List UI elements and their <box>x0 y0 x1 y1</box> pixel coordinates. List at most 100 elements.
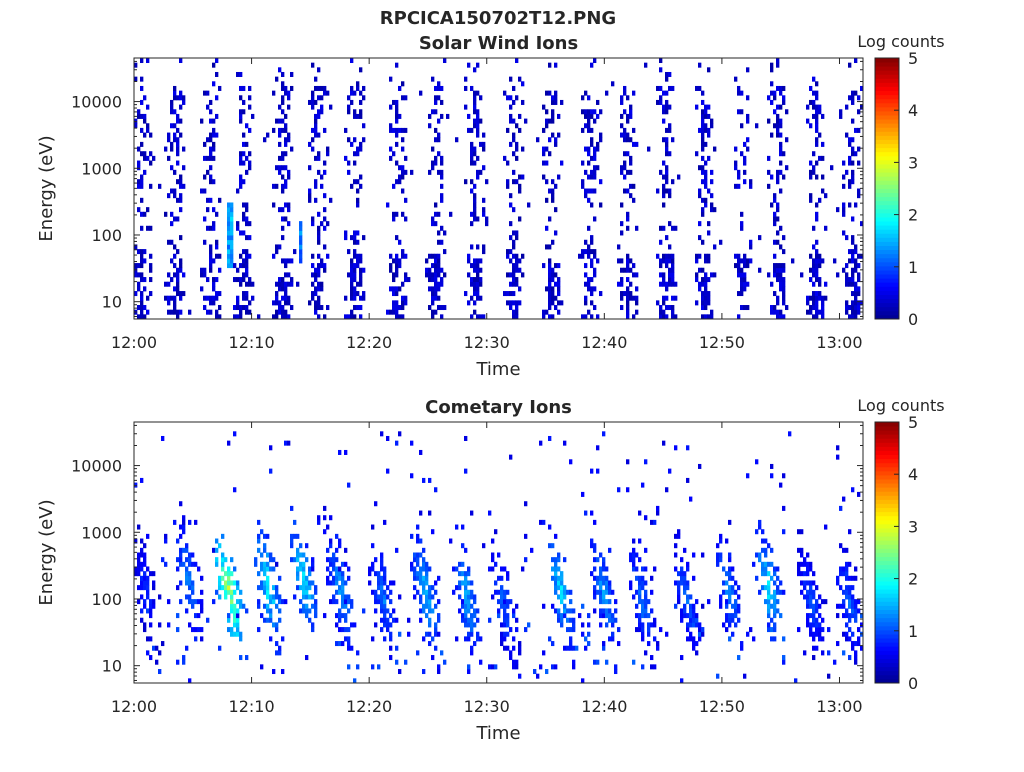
spectrogram-cell <box>659 309 663 315</box>
spectrogram-cell <box>167 193 171 199</box>
x-tick-label: 13:00 <box>816 333 862 352</box>
spectrogram-cell <box>404 300 408 306</box>
spectrogram-cell <box>641 566 645 572</box>
spectrogram-cell <box>473 193 477 199</box>
spectrogram-cell <box>542 263 546 269</box>
spectrogram-cell <box>137 207 141 213</box>
spectrogram-cell <box>698 221 702 227</box>
spectrogram-cell <box>188 561 192 567</box>
spectrogram-cell <box>815 137 819 143</box>
spectrogram-cell <box>302 589 306 595</box>
spectrogram-cell <box>719 552 723 558</box>
spectrogram-cell <box>395 659 399 665</box>
spectrogram-cell <box>854 151 858 157</box>
spectrogram-cell <box>458 571 462 577</box>
spectrogram-cell <box>776 174 780 180</box>
spectrogram-cell <box>662 295 666 301</box>
spectrogram-cell <box>833 659 837 665</box>
spectrogram-cell <box>581 678 585 684</box>
spectrogram-cell <box>557 585 561 591</box>
spectrogram-cell <box>434 281 438 287</box>
spectrogram-cell <box>632 594 636 600</box>
spectrogram-cell <box>779 85 783 91</box>
spectrogram-cell <box>428 599 432 605</box>
spectrogram-cell <box>554 90 558 96</box>
spectrogram-cell <box>137 561 141 567</box>
spectrogram-cell <box>458 585 462 591</box>
spectrogram-cell <box>704 295 708 301</box>
spectrogram-cell <box>590 169 594 175</box>
spectrogram-cell <box>701 211 705 217</box>
spectrogram-cell <box>770 62 774 68</box>
spectrogram-cell <box>626 277 630 283</box>
spectrogram-cell <box>518 113 522 119</box>
spectrogram-cell <box>440 85 444 91</box>
spectrogram-cell <box>581 109 585 115</box>
spectrogram-cell <box>767 608 771 614</box>
spectrogram-cell <box>629 258 633 264</box>
spectrogram-cell <box>746 137 750 143</box>
spectrogram-cell <box>710 169 714 175</box>
spectrogram-cell <box>263 561 267 567</box>
spectrogram-cell <box>311 99 315 105</box>
colorbar-segment <box>875 540 899 545</box>
spectrogram-cell <box>770 305 774 311</box>
spectrogram-cell <box>701 146 705 152</box>
spectrogram-cell <box>620 305 624 311</box>
spectrogram-cell <box>395 62 399 68</box>
spectrogram-cell <box>509 281 513 287</box>
colorbar-segment <box>875 434 899 439</box>
spectrogram-cell <box>821 314 825 320</box>
spectrogram-cell <box>302 603 306 609</box>
spectrogram-cell <box>461 524 465 530</box>
spectrogram-cell <box>317 286 321 292</box>
spectrogram-cell <box>203 267 207 273</box>
spectrogram-cell <box>371 561 375 567</box>
colorbar-segment <box>875 119 899 124</box>
spectrogram-cell <box>431 286 435 292</box>
spectrogram-cell <box>431 272 435 278</box>
spectrogram-cell <box>239 95 243 101</box>
spectrogram-cell <box>572 664 576 670</box>
spectrogram-cell <box>635 603 639 609</box>
spectrogram-cell <box>647 622 651 628</box>
spectrogram-cell <box>836 575 840 581</box>
spectrogram-cell <box>176 151 180 157</box>
spectrogram-cell <box>677 585 681 591</box>
spectrogram-cell <box>815 95 819 101</box>
spectrogram-cell <box>761 529 765 535</box>
spectrogram-cell <box>665 151 669 157</box>
spectrogram-cell <box>671 253 675 259</box>
spectrogram-cell <box>590 300 594 306</box>
spectrogram-cell <box>218 594 222 600</box>
spectrogram-cell <box>239 71 243 77</box>
spectrogram-cell <box>548 272 552 278</box>
spectrogram-cell <box>812 580 816 586</box>
spectrogram-cell <box>851 575 855 581</box>
spectrogram-cell <box>515 253 519 259</box>
spectrogram-cell <box>143 585 147 591</box>
spectrogram-cell <box>548 636 552 642</box>
spectrogram-cell <box>587 244 591 250</box>
spectrogram-cell <box>242 141 246 147</box>
spectrogram-cell <box>467 113 471 119</box>
y-tick-label: 1000 <box>81 159 122 178</box>
spectrogram-cell <box>164 211 168 217</box>
spectrogram-cell <box>548 267 552 273</box>
colorbar-segment <box>875 458 899 464</box>
spectrogram-cell <box>587 309 591 315</box>
spectrogram-cell <box>416 533 420 539</box>
spectrogram-cell <box>287 314 291 320</box>
spectrogram-cell <box>848 160 852 166</box>
spectrogram-cell <box>638 622 642 628</box>
spectrogram-cell <box>233 617 237 623</box>
spectrogram-cell <box>299 599 303 605</box>
spectrogram-cell <box>284 281 288 287</box>
spectrogram-cell <box>374 622 378 628</box>
spectrogram-cell <box>323 515 327 521</box>
spectrogram-cell <box>356 258 360 264</box>
spectrogram-cell <box>596 146 600 152</box>
spectrogram-cell <box>266 561 270 567</box>
spectrogram-cell <box>227 230 231 236</box>
spectrogram-cell <box>233 631 237 637</box>
